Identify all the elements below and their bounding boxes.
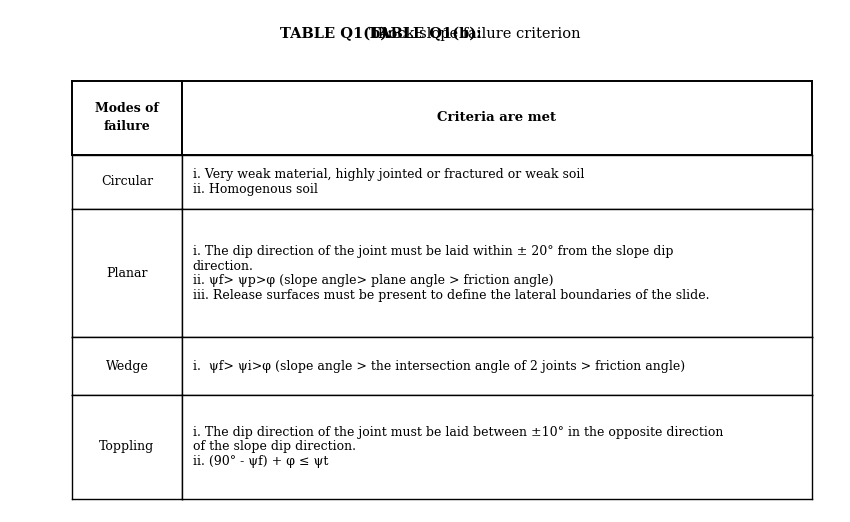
Text: Modes of
failure: Modes of failure <box>95 102 159 133</box>
Text: i.  ψf> ψi>φ (slope angle > the intersection angle of 2 joints > friction angle): i. ψf> ψi>φ (slope angle > the intersect… <box>193 360 685 373</box>
Text: Circular: Circular <box>101 175 153 188</box>
Text: of the slope dip direction.: of the slope dip direction. <box>193 440 356 453</box>
Text: iii. Release surfaces must be present to define the lateral boundaries of the sl: iii. Release surfaces must be present to… <box>193 289 709 302</box>
Text: TABLE Q1(b):: TABLE Q1(b): <box>369 27 481 41</box>
Text: Planar: Planar <box>106 267 148 280</box>
Text: Toppling: Toppling <box>99 440 155 453</box>
Text: Rock slope failure criterion: Rock slope failure criterion <box>373 27 581 41</box>
Text: ii. ψf> ψp>φ (slope angle> plane angle > friction angle): ii. ψf> ψp>φ (slope angle> plane angle >… <box>193 274 553 287</box>
Text: TABLE Q1(b):: TABLE Q1(b): <box>280 27 393 41</box>
Text: ii. (90° - ψf) + φ ≤ ψt: ii. (90° - ψf) + φ ≤ ψt <box>193 455 328 468</box>
Text: i. Very weak material, highly jointed or fractured or weak soil: i. Very weak material, highly jointed or… <box>193 168 584 181</box>
Text: Criteria are met: Criteria are met <box>437 111 556 124</box>
Text: Wedge: Wedge <box>105 360 149 373</box>
Text: ii. Homogenous soil: ii. Homogenous soil <box>193 183 318 196</box>
Text: direction.: direction. <box>193 259 253 272</box>
Text: i. The dip direction of the joint must be laid between ±10° in the opposite dire: i. The dip direction of the joint must b… <box>193 425 723 438</box>
Text: i. The dip direction of the joint must be laid within ± 20° from the slope dip: i. The dip direction of the joint must b… <box>193 245 673 258</box>
